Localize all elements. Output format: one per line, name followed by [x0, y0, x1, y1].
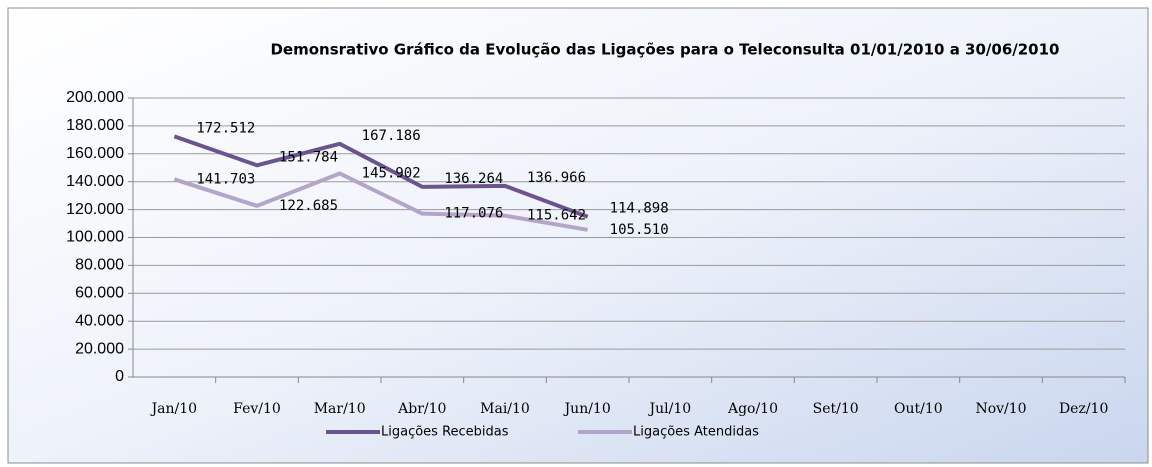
chart-frame: [7, 7, 1149, 464]
value-label: 167.186: [362, 128, 421, 144]
legend-label: Ligações Atendidas: [633, 425, 759, 440]
x-tick-label: Fev/10: [233, 401, 281, 417]
y-tick-label: 0: [115, 368, 124, 385]
y-tick-label: 120.000: [66, 201, 124, 218]
y-tick-label: 60.000: [75, 285, 124, 302]
value-label: 105.510: [610, 222, 669, 238]
legend-label: Ligações Recebidas: [381, 425, 509, 440]
y-tick-label: 200.000: [66, 89, 124, 106]
value-label: 136.264: [444, 171, 503, 187]
x-tick-label: Mar/10: [314, 401, 366, 417]
x-tick-label: Nov/10: [975, 401, 1026, 417]
x-tick-label: Jun/10: [563, 401, 611, 417]
value-label: 136.966: [527, 170, 586, 186]
value-label: 172.512: [196, 120, 255, 136]
chart-title: Demonsrativo Gráfico da Evolução das Lig…: [270, 41, 1059, 59]
x-tick-label: Ago/10: [727, 401, 778, 417]
y-tick-label: 100.000: [66, 229, 124, 246]
x-tick-label: Dez/10: [1059, 401, 1108, 417]
series-line: [173, 171, 589, 232]
y-tick-label: 160.000: [66, 145, 124, 162]
x-tick-label: Jan/10: [150, 401, 198, 417]
x-tick-label: Out/10: [894, 401, 943, 417]
y-tick-label: 20.000: [75, 340, 124, 357]
value-label: 122.685: [279, 198, 338, 214]
value-label: 145.902: [362, 165, 421, 181]
x-tick-label: Jul/10: [648, 401, 692, 417]
y-tick-label: 80.000: [75, 257, 124, 274]
y-tick-label: 140.000: [66, 173, 124, 190]
x-tick-label: Mai/10: [480, 401, 530, 417]
value-label: 141.703: [196, 171, 255, 187]
value-label: 115.642: [527, 208, 586, 224]
x-tick-label: Abr/10: [397, 401, 446, 417]
series-line: [173, 134, 589, 219]
x-tick-label: Set/10: [813, 401, 859, 417]
y-tick-label: 180.000: [66, 117, 124, 134]
value-label: 151.784: [279, 149, 338, 165]
value-label: 117.076: [444, 206, 503, 222]
y-tick-label: 40.000: [75, 312, 124, 329]
value-label: 114.898: [610, 201, 669, 217]
